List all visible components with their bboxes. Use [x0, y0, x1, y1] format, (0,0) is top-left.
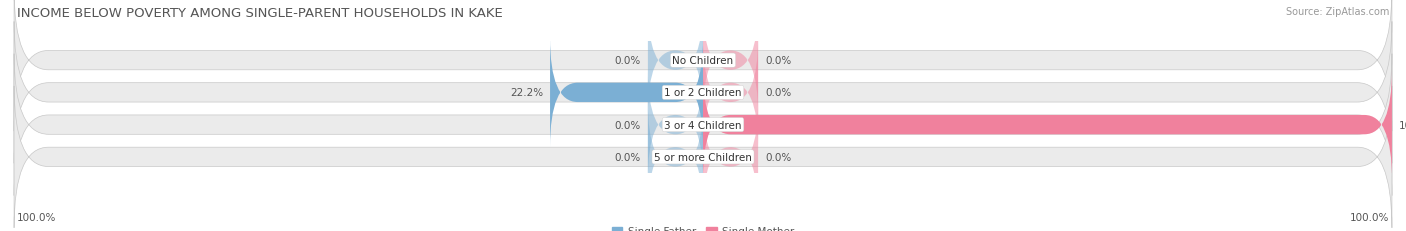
FancyBboxPatch shape — [703, 6, 758, 115]
FancyBboxPatch shape — [703, 103, 758, 212]
Text: 0.0%: 0.0% — [765, 152, 792, 162]
Text: INCOME BELOW POVERTY AMONG SINGLE-PARENT HOUSEHOLDS IN KAKE: INCOME BELOW POVERTY AMONG SINGLE-PARENT… — [17, 7, 502, 20]
FancyBboxPatch shape — [648, 6, 703, 115]
Text: 0.0%: 0.0% — [614, 120, 641, 130]
Text: 22.2%: 22.2% — [510, 88, 543, 98]
Text: 0.0%: 0.0% — [765, 56, 792, 66]
FancyBboxPatch shape — [14, 0, 1392, 131]
FancyBboxPatch shape — [14, 55, 1392, 196]
FancyBboxPatch shape — [703, 38, 758, 148]
FancyBboxPatch shape — [14, 22, 1392, 164]
Legend: Single Father, Single Mother: Single Father, Single Mother — [607, 222, 799, 231]
FancyBboxPatch shape — [550, 38, 703, 148]
Text: Source: ZipAtlas.com: Source: ZipAtlas.com — [1285, 7, 1389, 17]
FancyBboxPatch shape — [648, 70, 703, 180]
Text: 1 or 2 Children: 1 or 2 Children — [664, 88, 742, 98]
Text: 0.0%: 0.0% — [614, 152, 641, 162]
Text: 100.0%: 100.0% — [1350, 212, 1389, 222]
Text: 3 or 4 Children: 3 or 4 Children — [664, 120, 742, 130]
Text: 100.0%: 100.0% — [1399, 120, 1406, 130]
FancyBboxPatch shape — [14, 87, 1392, 228]
FancyBboxPatch shape — [648, 103, 703, 212]
Text: 5 or more Children: 5 or more Children — [654, 152, 752, 162]
Text: No Children: No Children — [672, 56, 734, 66]
Text: 0.0%: 0.0% — [765, 88, 792, 98]
Text: 100.0%: 100.0% — [17, 212, 56, 222]
FancyBboxPatch shape — [703, 70, 1392, 180]
Text: 0.0%: 0.0% — [614, 56, 641, 66]
